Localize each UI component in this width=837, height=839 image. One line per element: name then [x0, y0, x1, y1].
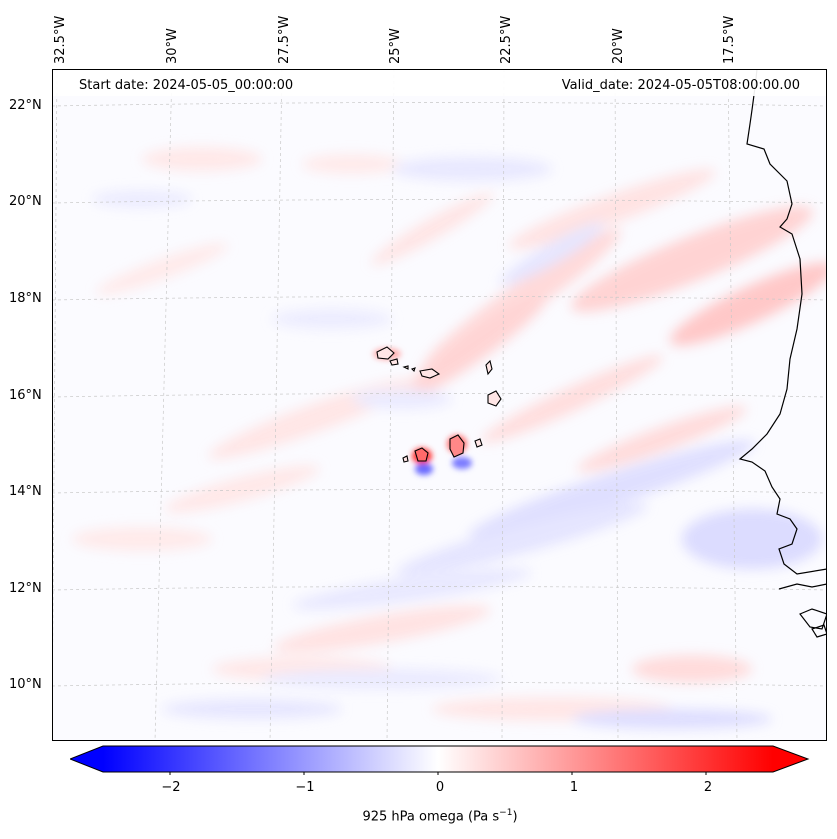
- lat-label: 14°N: [9, 484, 42, 499]
- valid-date-label: Valid_date: 2024-05-05T08:00:00.00: [561, 78, 800, 93]
- colorbar-tick-label: 1: [569, 780, 579, 795]
- lat-label: 22°N: [9, 98, 42, 113]
- lon-label: 22.5°W: [499, 15, 514, 64]
- gridlines: [52, 69, 827, 741]
- info-bar: [52, 69, 827, 96]
- omega-field: [72, 147, 827, 729]
- lat-label: 16°N: [9, 388, 42, 403]
- colorbar-tick-label: −1: [295, 780, 315, 795]
- colorbar-tick-label: −2: [161, 780, 181, 795]
- lon-label: 30°W: [165, 28, 180, 64]
- colorbar-tick-label: 0: [435, 780, 445, 795]
- lon-label: 32.5°W: [53, 15, 68, 64]
- map-panel: [52, 69, 827, 741]
- colorbar-tick-label: 2: [703, 780, 713, 795]
- lat-label: 10°N: [9, 677, 42, 692]
- colorbar-extend-high: [773, 746, 808, 772]
- lon-label: 17.5°W: [722, 15, 737, 64]
- lon-label: 27.5°W: [277, 15, 292, 64]
- colorbar-body: [103, 746, 773, 772]
- lat-label: 18°N: [9, 291, 42, 306]
- lon-label: 20°W: [611, 28, 626, 64]
- lat-label: 12°N: [9, 581, 42, 596]
- lon-label: 25°W: [388, 28, 403, 64]
- colorbar: [70, 745, 810, 775]
- colorbar-title: 925 hPa omega (Pa s−1): [362, 808, 518, 825]
- colorbar-extend-low: [70, 746, 103, 772]
- islands: [376, 346, 502, 463]
- lat-label: 20°N: [9, 194, 42, 209]
- start-date-label: Start date: 2024-05-05_00:00:00: [79, 78, 294, 93]
- coastline: [738, 69, 827, 638]
